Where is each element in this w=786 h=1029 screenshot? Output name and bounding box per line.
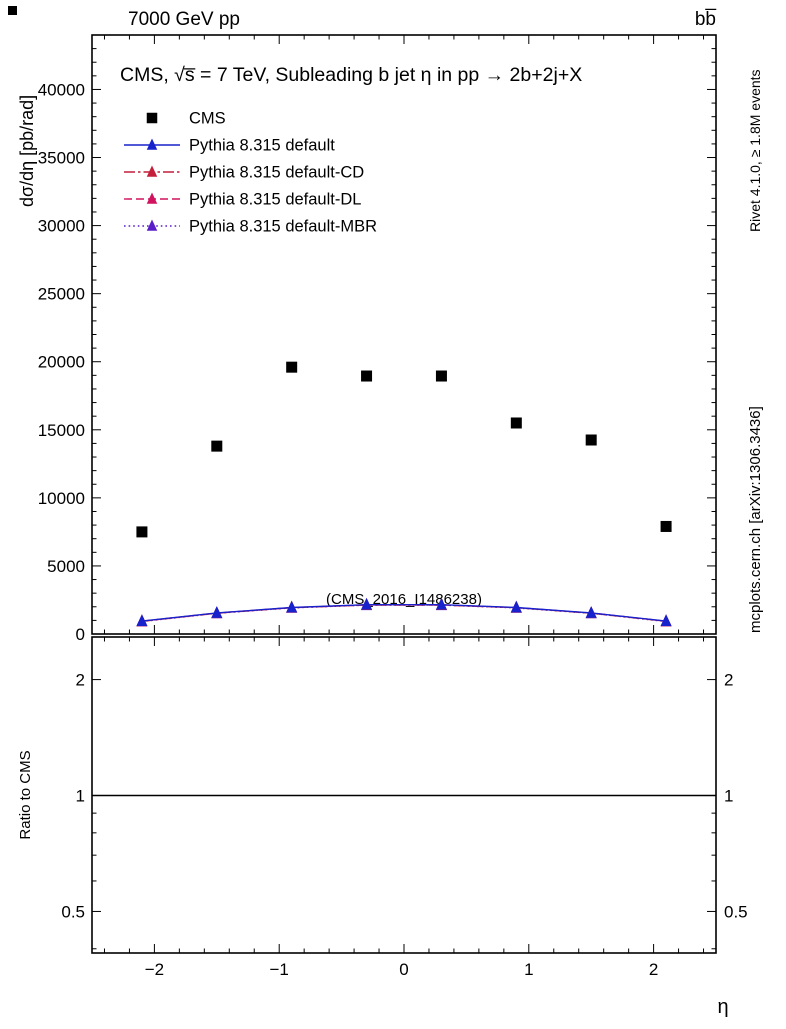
process-label: bb̅ [695, 9, 717, 30]
cms-data-point [585, 434, 597, 446]
y-tick-label: 40000 [38, 80, 85, 99]
legend-label: Pythia 8.315 default-DL [189, 191, 361, 209]
ratio-tick-label-right: 1 [724, 787, 733, 806]
mc-curve [141, 604, 667, 622]
y-tick-label: 35000 [38, 149, 85, 168]
mc-data-point [136, 614, 148, 627]
legend-label: Pythia 8.315 default-MBR [189, 218, 377, 236]
y-tick-label: 30000 [38, 217, 85, 236]
ratio-tick-label-right: 2 [724, 671, 733, 690]
x-tick-label: 2 [649, 960, 658, 979]
ratio-axis-label: Ratio to CMS [17, 750, 34, 839]
chart-layer: −2 −1 0 1 2 0 5000 10000 15000 20000 25000 30000 350… [38, 34, 748, 979]
ratio-tick-label-left: 1 [76, 787, 85, 806]
x-tick-label: 0 [399, 960, 408, 979]
x-tick-label: 1 [524, 960, 533, 979]
ratio-tick-label-left: 0.5 [61, 902, 85, 921]
y-axis-label: dσ/dη [pb/rad] [17, 95, 37, 207]
mc-data-point [585, 606, 597, 618]
y-tick-label: 15000 [38, 421, 85, 440]
legend-marker [146, 219, 158, 231]
plot-title: CMS, √s̅ = 7 TeV, Subleading b jet η in … [120, 64, 582, 86]
y-tick-label: 0 [76, 625, 85, 644]
corner-marker [8, 6, 17, 15]
main-panel-frame [91, 34, 717, 635]
mc-data-point [435, 597, 447, 610]
cms-data-point [660, 520, 672, 532]
legend-marker [146, 192, 158, 204]
ratio-tick-label-right: 0.5 [724, 902, 748, 921]
legend-marker [146, 138, 158, 150]
x-tick-label: −2 [145, 960, 164, 979]
y-tick-label: 25000 [38, 285, 85, 304]
mc-data-point [286, 600, 298, 613]
legend-label: Pythia 8.315 default-CD [189, 164, 364, 182]
cms-data-point [361, 370, 373, 382]
cms-data-point [286, 361, 298, 373]
cms-data-point [510, 417, 522, 429]
rivet-version-label: Rivet 4.1.0, ≥ 1.8M events [747, 69, 763, 232]
beam-energy-label: 7000 GeV pp [128, 9, 240, 30]
y-tick-label: 20000 [38, 353, 85, 372]
mc-data-point [660, 614, 672, 627]
legend-marker [146, 112, 158, 124]
mc-data-point [361, 597, 373, 610]
x-axis-label: η [717, 996, 728, 1018]
legend-label: Pythia 8.315 default [189, 137, 335, 155]
mc-data-point [211, 606, 223, 618]
legend-label: CMS [189, 110, 226, 128]
mc-data-point [510, 600, 522, 613]
x-tick-label: −1 [270, 960, 289, 979]
ratio-tick-label-left: 2 [76, 671, 85, 690]
cms-data-point [211, 440, 223, 452]
cms-data-point [435, 370, 447, 382]
y-tick-label: 10000 [38, 489, 85, 508]
cms-data-point [136, 526, 148, 538]
legend-marker [146, 165, 158, 177]
mcplots-credit-label: mcplots.cern.ch [arXiv:1306.3436] [747, 406, 764, 633]
y-tick-label: 5000 [47, 557, 85, 576]
